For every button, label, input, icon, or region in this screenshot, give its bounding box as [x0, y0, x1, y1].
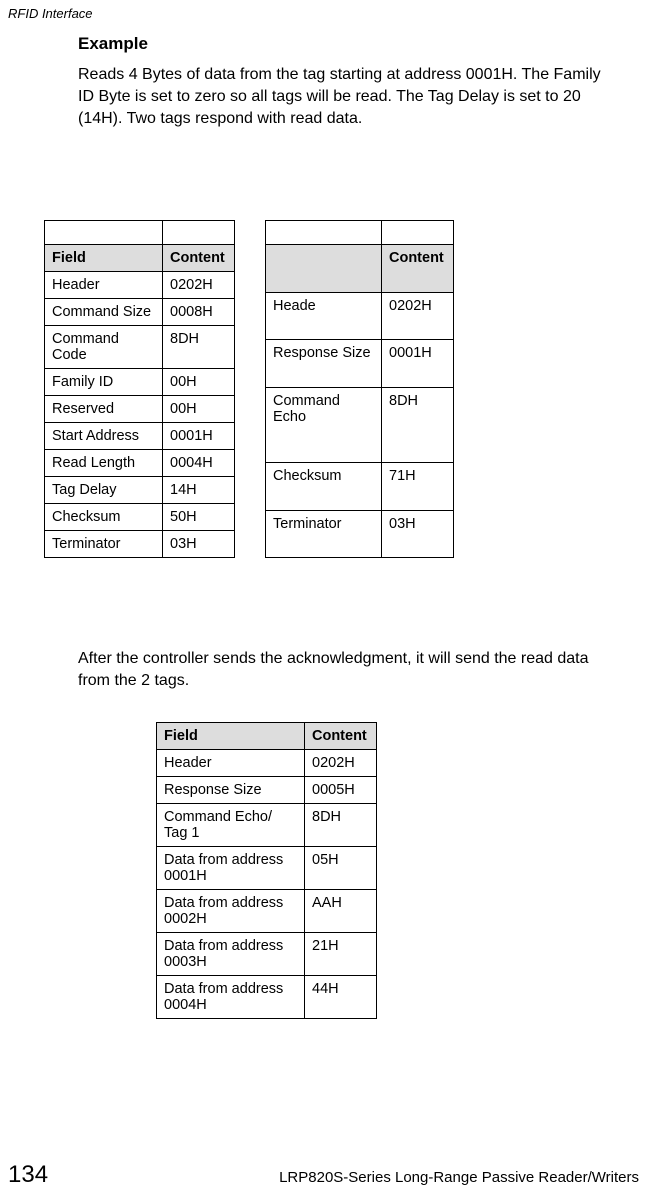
cell: 50H — [163, 504, 235, 531]
cell: 8DH — [382, 387, 454, 463]
cell: 0001H — [163, 423, 235, 450]
cell: Header — [157, 750, 305, 777]
blank-cell — [266, 221, 382, 245]
page: RFID Interface Example Reads 4 Bytes of … — [0, 0, 651, 1199]
blank-cell — [163, 221, 235, 245]
table3-wrap: Field Content Header0202H Response Size0… — [156, 722, 618, 1019]
col-header-content: Content — [382, 245, 454, 292]
blank-cell — [382, 221, 454, 245]
col-header-content: Content — [305, 723, 377, 750]
cell: 0004H — [163, 450, 235, 477]
cell: Checksum — [45, 504, 163, 531]
cell: 8DH — [163, 326, 235, 369]
cell: Checksum — [266, 463, 382, 510]
cell: Response Size — [266, 340, 382, 387]
cell: Data from address 0003H — [157, 933, 305, 976]
cell: Heade — [266, 292, 382, 339]
response-table: Content Heade0202H Response Size0001H Co… — [265, 220, 454, 558]
col-header-content: Content — [163, 245, 235, 272]
cell: 0001H — [382, 340, 454, 387]
paragraph-1: Reads 4 Bytes of data from the tag start… — [78, 64, 618, 130]
col-header-field: Field — [45, 245, 163, 272]
cell: 8DH — [305, 804, 377, 847]
page-footer: 134 LRP820S-Series Long-Range Passive Re… — [8, 1161, 639, 1189]
col-header-field: Field — [157, 723, 305, 750]
cell: Data from address 0001H — [157, 847, 305, 890]
cell: 00H — [163, 369, 235, 396]
tables-row: Field Content Header0202H Command Size00… — [44, 220, 618, 558]
cell: 0202H — [163, 272, 235, 299]
cell: Data from address 0002H — [157, 890, 305, 933]
cell: 03H — [382, 510, 454, 558]
cell: Data from address 0004H — [157, 976, 305, 1019]
cell: 71H — [382, 463, 454, 510]
cell: 0005H — [305, 777, 377, 804]
cell: Read Length — [45, 450, 163, 477]
cell: 14H — [163, 477, 235, 504]
cell: 03H — [163, 531, 235, 558]
cell: Header — [45, 272, 163, 299]
cell: 00H — [163, 396, 235, 423]
cell: Tag Delay — [45, 477, 163, 504]
example-heading: Example — [78, 34, 618, 54]
cell: 21H — [305, 933, 377, 976]
cell: 05H — [305, 847, 377, 890]
cell: Command Size — [45, 299, 163, 326]
cell: 0202H — [382, 292, 454, 339]
page-number: 134 — [8, 1161, 48, 1189]
main-content: Example Reads 4 Bytes of data from the t… — [78, 30, 618, 1019]
cell: Terminator — [45, 531, 163, 558]
cell: Response Size — [157, 777, 305, 804]
cell: Command Echo/ Tag 1 — [157, 804, 305, 847]
read-data-table: Field Content Header0202H Response Size0… — [156, 722, 377, 1019]
footer-title: LRP820S-Series Long-Range Passive Reader… — [279, 1169, 639, 1186]
command-table: Field Content Header0202H Command Size00… — [44, 220, 235, 558]
cell: Command Code — [45, 326, 163, 369]
col-header-blank — [266, 245, 382, 292]
cell: Start Address — [45, 423, 163, 450]
cell: Family ID — [45, 369, 163, 396]
blank-cell — [45, 221, 163, 245]
cell: Reserved — [45, 396, 163, 423]
cell: 0008H — [163, 299, 235, 326]
cell: Command Echo — [266, 387, 382, 463]
running-head: RFID Interface — [8, 6, 93, 21]
cell: 44H — [305, 976, 377, 1019]
cell: 0202H — [305, 750, 377, 777]
paragraph-2: After the controller sends the acknowled… — [78, 648, 618, 692]
cell: AAH — [305, 890, 377, 933]
cell: Terminator — [266, 510, 382, 558]
